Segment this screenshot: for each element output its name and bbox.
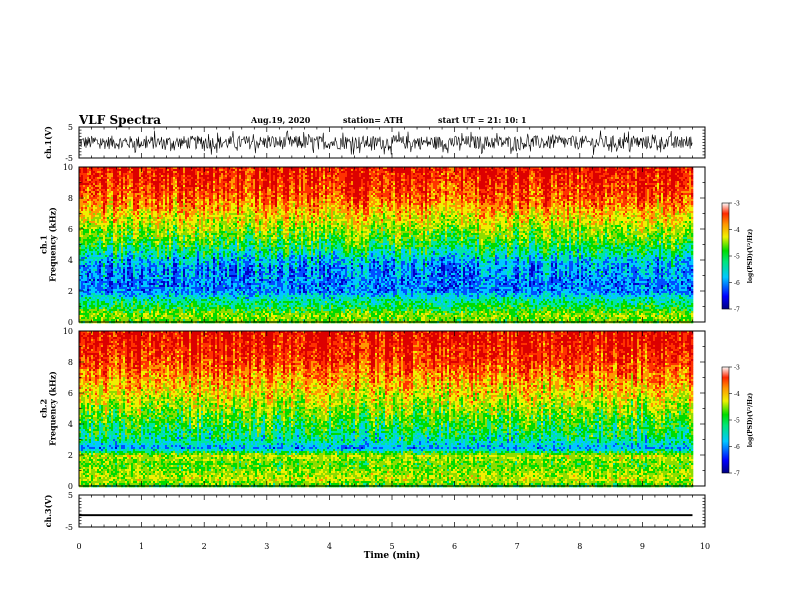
ch2-spectrogram-colorbar-tick: -6 <box>734 444 740 451</box>
ch1-spectrogram-colorbar-tick: -7 <box>734 307 740 314</box>
ch1-spectrogram-colorbar-tick: -4 <box>734 227 740 234</box>
xtick-label: 8 <box>577 542 582 551</box>
ch2-spectrogram-ytick-label: 8 <box>68 358 73 367</box>
xtick-label: 7 <box>515 542 520 551</box>
ch1-spectrogram-ytick-label: 8 <box>68 194 73 203</box>
x-axis-label: Time (min) <box>364 550 421 561</box>
ch1-waveform-line <box>79 131 692 155</box>
ch1-spectrogram-ytick-label: 6 <box>68 225 73 234</box>
ch3-waveform-line <box>79 514 692 516</box>
xtick-label: 1 <box>139 542 144 551</box>
ch2-spectrogram-ytick-label: 10 <box>63 327 73 336</box>
ch2-spectrogram-ytick-label: 6 <box>68 389 73 398</box>
xtick-label: 10 <box>700 542 710 551</box>
ch2-spectrogram-ytick-label: 2 <box>68 451 73 460</box>
ch1-spectrogram-colorbar <box>722 203 729 309</box>
xtick-label: 0 <box>76 542 81 551</box>
ch2-spectrogram-ytick-label: 4 <box>68 420 73 429</box>
ch1-spectrogram-colorbar-tick: -3 <box>734 201 740 208</box>
xtick-label: 4 <box>327 542 332 551</box>
ch1-spectrogram-colorbar-label: log(PSD)(V²/Hz) <box>747 229 754 284</box>
ch1-spectrogram-colorbar-tick: -5 <box>734 254 740 261</box>
ch2-spectrogram-ylabel: Frequency (kHz) <box>48 371 58 446</box>
xtick-label: 6 <box>452 542 457 551</box>
ch1-spectrogram-ytick-label: 10 <box>63 163 73 172</box>
ch2-spectrogram-colorbar <box>722 367 729 473</box>
ch1-spectrogram-image <box>79 167 693 323</box>
ch3-waveform-ylabel: ch.3(V) <box>43 494 53 527</box>
ch1-waveform-ytick-label: 5 <box>68 123 73 132</box>
ch2-spectrogram-colorbar-tick: -4 <box>734 391 740 398</box>
ch3-waveform-ytick-label: -5 <box>65 523 73 532</box>
xtick-label: 3 <box>264 542 269 551</box>
ch2-spectrogram-colorbar-tick: -5 <box>734 418 740 425</box>
xtick-label: 5 <box>389 542 394 551</box>
ch3-waveform-ytick-label: 5 <box>68 491 73 500</box>
ch1-waveform-ylabel: ch.1(V) <box>43 126 53 159</box>
ch2-spectrogram-colorbar-label: log(PSD)(V²/Hz) <box>747 393 754 448</box>
ch2-spectrogram-colorbar-tick: -3 <box>734 365 740 372</box>
ch1-spectrogram-ytick-label: 0 <box>68 318 73 327</box>
xtick-label: 9 <box>640 542 645 551</box>
ch1-spectrogram-ylabel: Frequency (kHz) <box>48 207 58 282</box>
ch2-spectrogram-ytick-label: 0 <box>68 482 73 491</box>
ch1-spectrogram-ytick-label: 4 <box>68 256 73 265</box>
ch1-spectrogram-colorbar-tick: -6 <box>734 280 740 287</box>
ch1-waveform-ytick-label: -5 <box>65 154 73 163</box>
ch2-spectrogram-colorbar-tick: -7 <box>734 471 740 478</box>
ch1-spectrogram-ytick-label: 2 <box>68 287 73 296</box>
xtick-label: 2 <box>202 542 207 551</box>
ch2-spectrogram-image <box>79 331 693 487</box>
